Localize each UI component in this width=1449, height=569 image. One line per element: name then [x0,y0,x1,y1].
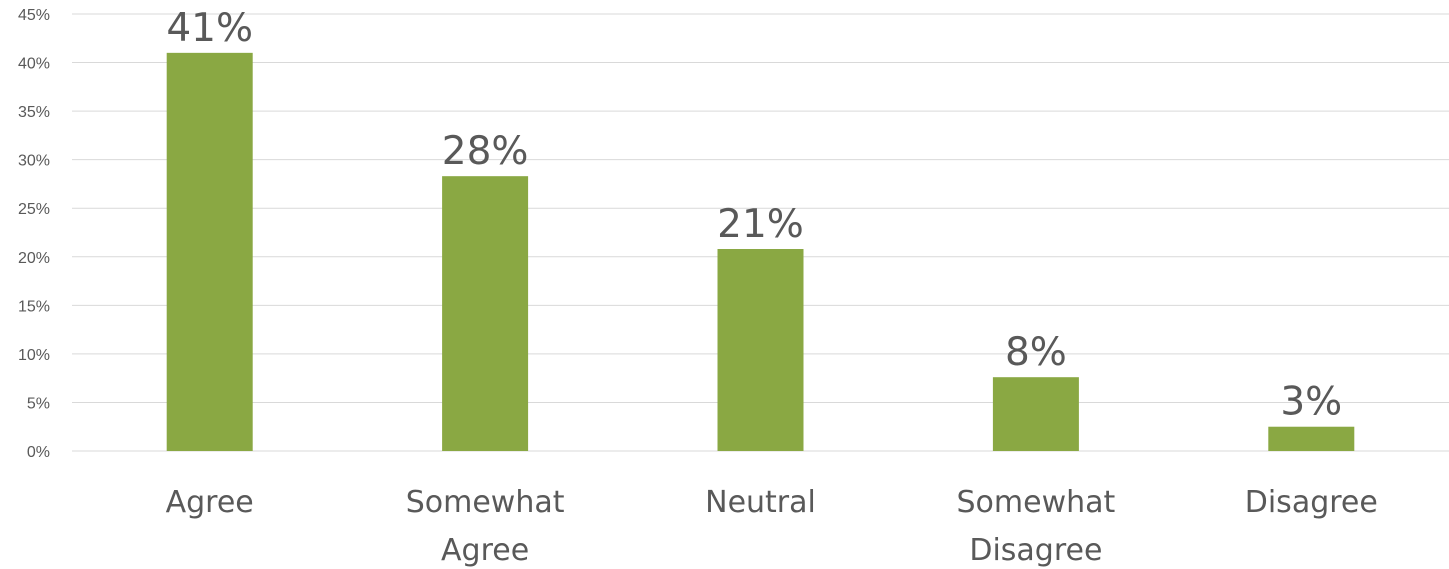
bar [442,176,529,452]
y-tick-label: 45% [18,7,50,24]
category-label: Agree [441,533,529,568]
category-label: Somewhat [406,485,565,520]
bars [166,52,1355,452]
data-label: 28% [442,129,529,174]
y-axis-tick-labels: 0% 5% 10% 15% 20% 25% 30% 35% 40% 45% [18,7,50,461]
y-tick-label: 10% [18,347,50,364]
data-label: 41% [166,6,253,51]
data-label: 3% [1280,380,1342,425]
y-tick-label: 35% [18,104,50,121]
data-label: 21% [717,202,804,247]
data-labels: 41% 28% 21% 8% 3% [166,6,1342,425]
y-tick-label: 40% [18,56,50,73]
bar [717,249,804,451]
y-tick-label: 30% [18,153,50,170]
category-label: Agree [166,485,254,520]
category-label: Somewhat [957,485,1116,520]
y-tick-label: 25% [18,201,50,218]
category-label: Neutral [705,485,816,520]
y-tick-label: 0% [27,444,50,461]
data-label: 8% [1005,330,1067,375]
category-label: Disagree [1245,485,1378,520]
bar [992,377,1079,451]
y-tick-label: 15% [18,298,50,315]
bar [1268,426,1355,451]
x-axis-category-labels: Agree Somewhat Agree Neutral Somewhat Disagre… [166,485,1378,568]
category-label: Disagree [969,533,1102,568]
y-tick-label: 5% [27,395,50,412]
y-tick-label: 20% [18,250,50,267]
bar [166,52,253,451]
